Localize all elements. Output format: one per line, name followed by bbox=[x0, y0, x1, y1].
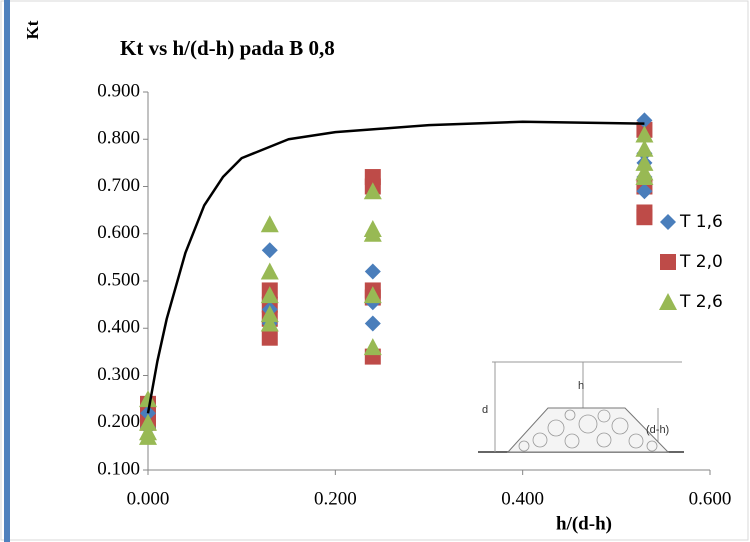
data-point bbox=[260, 305, 279, 323]
data-point bbox=[635, 168, 654, 186]
y-tick-label: 0.700 bbox=[97, 175, 140, 196]
y-axis-title: Kt bbox=[23, 20, 42, 39]
data-point bbox=[635, 153, 654, 171]
data-point bbox=[260, 314, 279, 332]
data-point bbox=[636, 209, 653, 226]
data-point bbox=[260, 286, 279, 304]
data-point bbox=[261, 329, 278, 346]
inset-label: (d-h) bbox=[646, 424, 669, 436]
data-point bbox=[635, 125, 654, 143]
data-point bbox=[363, 286, 382, 304]
chart-title: Kt vs h/(d-h) pada B 0,8 bbox=[120, 36, 335, 60]
inset-stones bbox=[518, 409, 658, 452]
data-point bbox=[363, 182, 382, 200]
data-point bbox=[363, 338, 382, 356]
legend-marker bbox=[660, 254, 676, 270]
left-border bbox=[4, 0, 10, 542]
data-point bbox=[139, 413, 157, 431]
x-tick-label: 0.400 bbox=[501, 488, 544, 509]
data-point bbox=[636, 183, 653, 200]
y-tick-label: 0.800 bbox=[97, 128, 140, 149]
y-tick-label: 0.900 bbox=[97, 80, 140, 101]
x-axis-title: h/(d-h) bbox=[556, 513, 612, 534]
inset-breakwater bbox=[506, 407, 670, 453]
inset-label: d bbox=[482, 404, 488, 416]
x-tick-label: 0.200 bbox=[314, 488, 357, 509]
data-point bbox=[139, 427, 157, 445]
data-point bbox=[260, 215, 279, 233]
inset-diagram: h d (d-h) bbox=[472, 355, 692, 463]
y-tick-label: 0.100 bbox=[97, 458, 140, 479]
data-point bbox=[261, 242, 278, 259]
legend-marker bbox=[660, 214, 676, 230]
legend-label: T 2,6 bbox=[679, 292, 723, 312]
inset-label: h bbox=[578, 380, 584, 392]
x-tick-label: 0.600 bbox=[689, 488, 732, 509]
legend-marker bbox=[659, 293, 677, 310]
legend-label: T 1,6 bbox=[679, 212, 723, 232]
y-tick-label: 0.400 bbox=[97, 317, 140, 338]
data-point bbox=[635, 139, 654, 157]
data-point bbox=[364, 263, 381, 280]
x-tick-label: 0.000 bbox=[127, 488, 170, 509]
y-tick-label: 0.600 bbox=[97, 222, 140, 243]
legend-label: T 2,0 bbox=[679, 252, 723, 272]
data-point bbox=[363, 224, 382, 242]
data-point bbox=[139, 390, 157, 408]
trendline bbox=[146, 120, 645, 414]
y-tick-label: 0.200 bbox=[97, 411, 140, 432]
y-tick-label: 0.300 bbox=[97, 364, 140, 385]
data-point bbox=[260, 262, 279, 280]
data-point bbox=[364, 315, 381, 332]
data-point bbox=[636, 112, 653, 129]
y-tick-label: 0.500 bbox=[97, 269, 140, 290]
